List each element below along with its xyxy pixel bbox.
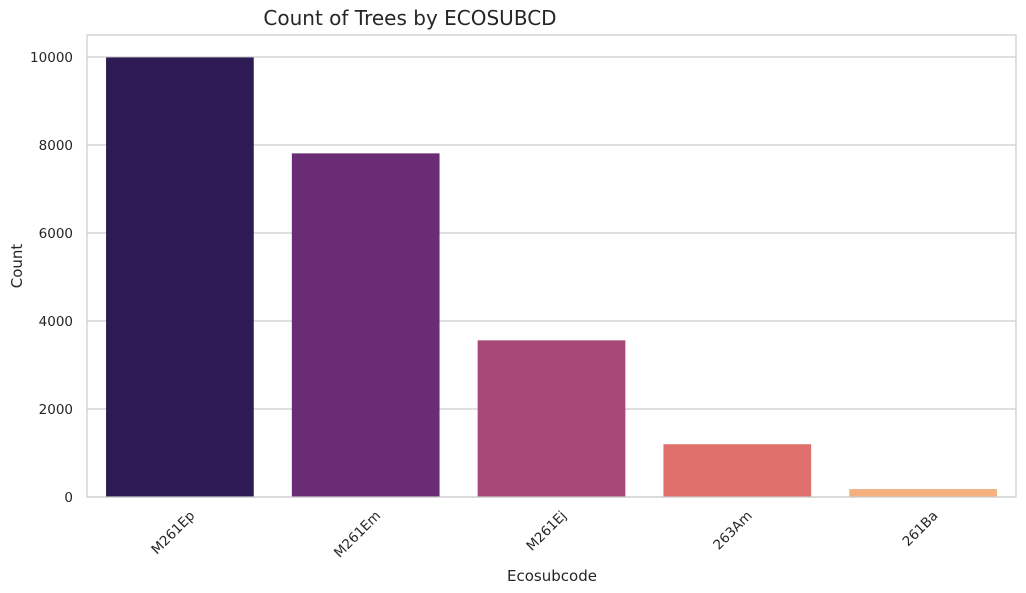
y-tick-label: 8000 — [39, 138, 73, 154]
bar-263Am — [663, 444, 812, 497]
x-tick-label: 261Ba — [900, 508, 942, 550]
bar-261Ba — [849, 489, 997, 497]
chart-title: Count of Trees by ECOSUBCD — [263, 6, 556, 30]
y-tick-label: 6000 — [39, 226, 73, 242]
y-axis-ticks: 0 2000 4000 6000 8000 10000 — [30, 50, 73, 506]
x-tick-label: 263Am — [710, 508, 755, 553]
y-tick-label: 10000 — [30, 50, 73, 66]
y-axis-label: Count — [8, 244, 26, 289]
bar-M261Ep — [106, 57, 254, 497]
bars — [106, 57, 997, 498]
x-tick-label: M261Ej — [523, 508, 569, 554]
x-tick-label: M261Ep — [148, 508, 198, 558]
y-tick-label: 0 — [64, 490, 73, 506]
bar-M261Em — [291, 153, 440, 498]
plot-frame — [86, 34, 1017, 498]
y-tick-label: 4000 — [39, 314, 73, 330]
y-tick-label: 2000 — [39, 402, 73, 418]
x-axis-ticks: M261Ep M261Em M261Ej 263Am 261Ba — [148, 508, 941, 561]
x-axis-label: Ecosubcode — [507, 567, 597, 585]
bar-M261Ej — [477, 340, 626, 497]
x-tick-label: M261Em — [331, 508, 384, 561]
